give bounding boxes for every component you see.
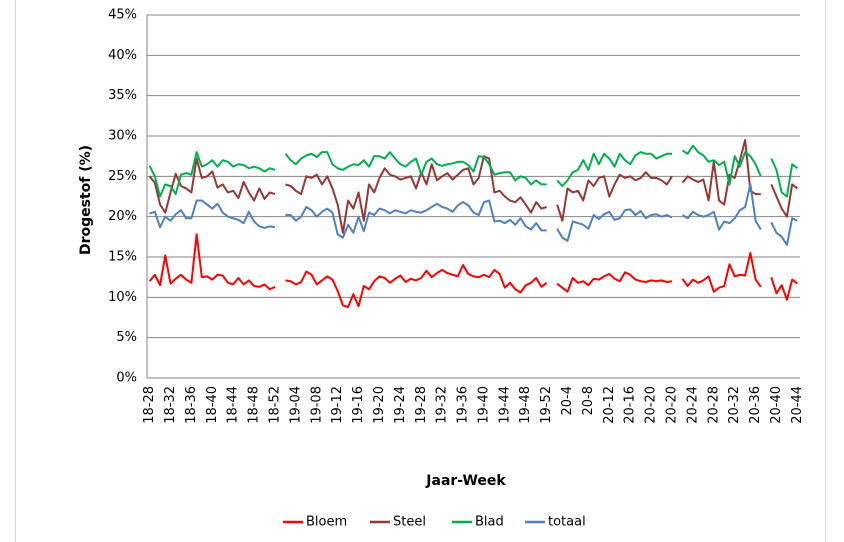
y-tick-label: 10% xyxy=(108,290,137,305)
x-tick-label: 19-16 xyxy=(351,386,366,424)
x-tick-label: 19-40 xyxy=(476,386,491,424)
x-tick-label: 19-52 xyxy=(539,386,554,424)
x-tick-label: 20-24 xyxy=(685,386,700,424)
series-line xyxy=(148,144,799,198)
x-tick-label: 20-20 xyxy=(644,386,659,424)
x-tick-label: 19-20 xyxy=(372,386,387,424)
legend-label: totaal xyxy=(548,515,586,530)
chart-frame xyxy=(15,0,826,542)
y-tick-label: 25% xyxy=(108,169,137,184)
x-tick-label: 20-40 xyxy=(769,386,784,424)
x-tick-label: 19-32 xyxy=(435,386,450,424)
y-tick-label: 5% xyxy=(116,330,137,345)
series-line xyxy=(148,139,799,234)
y-tick-label: 35% xyxy=(108,88,137,103)
y-axis-title: Drogestof (%) xyxy=(78,145,94,255)
y-tick-label: 15% xyxy=(108,250,137,265)
y-tick-label: 0% xyxy=(116,371,137,386)
series-line xyxy=(149,183,798,246)
x-tick-label: 19-44 xyxy=(497,386,512,424)
legend-label: Bloem xyxy=(306,515,347,530)
series-line xyxy=(148,233,799,309)
x-tick-label: 18-48 xyxy=(247,386,262,424)
x-tick-label: 18-36 xyxy=(184,386,199,424)
x-tick-label: 20-8 xyxy=(581,386,596,416)
x-tick-label: 20-36 xyxy=(748,386,763,424)
x-tick-label: 20-16 xyxy=(623,386,638,424)
x-tick-label: 18-28 xyxy=(142,386,157,424)
x-tick-label: 19-48 xyxy=(518,386,533,424)
y-tick-label: 30% xyxy=(108,129,137,144)
x-tick-label: 20-44 xyxy=(790,386,805,424)
x-tick-label: 19-24 xyxy=(393,386,408,424)
x-tick-label: 19-08 xyxy=(309,386,324,424)
y-tick-label: 20% xyxy=(108,209,137,224)
x-tick-label: 20-12 xyxy=(602,386,617,424)
legend-label: Blad xyxy=(475,515,504,530)
x-tick-label: 20-32 xyxy=(727,386,742,424)
x-tick-label: 18-32 xyxy=(163,386,178,424)
x-tick-label: 19-12 xyxy=(330,386,345,424)
x-tick-label: 20-28 xyxy=(706,386,721,424)
x-tick-label: 20-4 xyxy=(560,386,575,416)
x-tick-label: 19-04 xyxy=(288,386,303,424)
x-tick-label: 18-52 xyxy=(267,386,282,424)
legend-label: Steel xyxy=(393,515,426,530)
x-tick-label: 20-20 xyxy=(665,386,680,424)
y-tick-label: 45% xyxy=(108,8,137,23)
x-tick-label: 19-36 xyxy=(456,386,471,424)
x-tick-label: 18-40 xyxy=(205,386,220,424)
x-tick-label: 19-28 xyxy=(414,386,429,424)
x-tick-label: 18-44 xyxy=(226,386,241,424)
y-tick-label: 40% xyxy=(108,48,137,63)
x-axis-title: Jaar-Week xyxy=(425,473,506,489)
